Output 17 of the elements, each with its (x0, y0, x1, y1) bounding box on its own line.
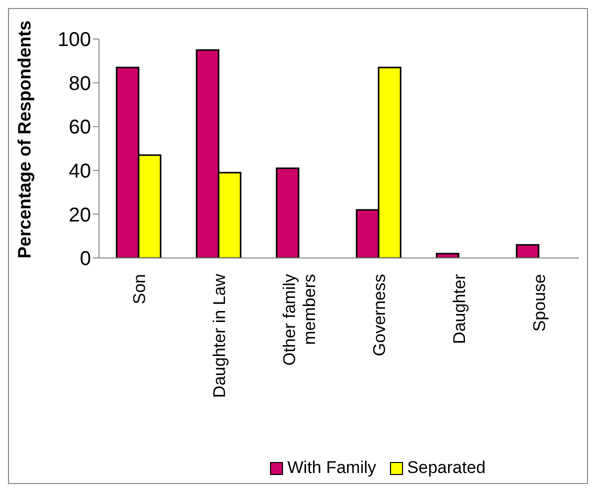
x-tick-label: Daughter (450, 274, 469, 344)
y-tick-label: 100 (58, 29, 91, 52)
y-tick-label: 20 (68, 204, 91, 226)
legend-label: With Family (286, 458, 376, 478)
y-tick-label: 60 (68, 116, 91, 139)
y-tick-label: 80 (68, 72, 91, 95)
legend-label: Separated (406, 458, 486, 478)
y-tick-label: 40 (68, 160, 91, 182)
x-tick-label: Son (130, 274, 149, 304)
x-tick-label: Daughter in Law (210, 273, 229, 398)
y-axis-title: Percentage of Respondents (14, 20, 34, 258)
y-tick-label: 0 (80, 248, 91, 270)
bar (276, 167, 300, 258)
x-tick-label: Governess (370, 274, 389, 356)
x-tick-label: Spouse (530, 274, 549, 332)
bar (516, 244, 540, 258)
x-tick-label: Other family members (280, 274, 319, 366)
